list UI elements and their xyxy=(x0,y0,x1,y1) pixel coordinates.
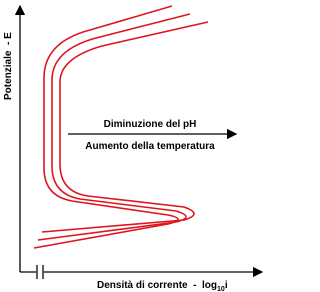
arrow-label: Aumento della temperatura xyxy=(85,141,215,152)
x-label-suffix: i xyxy=(225,280,228,291)
polarization-curve xyxy=(33,5,179,249)
polarization-curve xyxy=(37,13,191,241)
polarization-curve xyxy=(41,21,209,233)
axis-break-gap xyxy=(36,266,44,278)
x-axis-label: Densità di corrente - log10i xyxy=(97,280,228,292)
diagram: Diminuzione del pH Aumento della tempera… xyxy=(3,4,264,292)
x-label-main: Densità di corrente - log xyxy=(97,280,217,291)
x-label-subscript: 10 xyxy=(217,286,225,292)
y-axis-label: Potenziale - E xyxy=(3,32,14,100)
arrow-label: Diminuzione del pH xyxy=(104,119,197,130)
